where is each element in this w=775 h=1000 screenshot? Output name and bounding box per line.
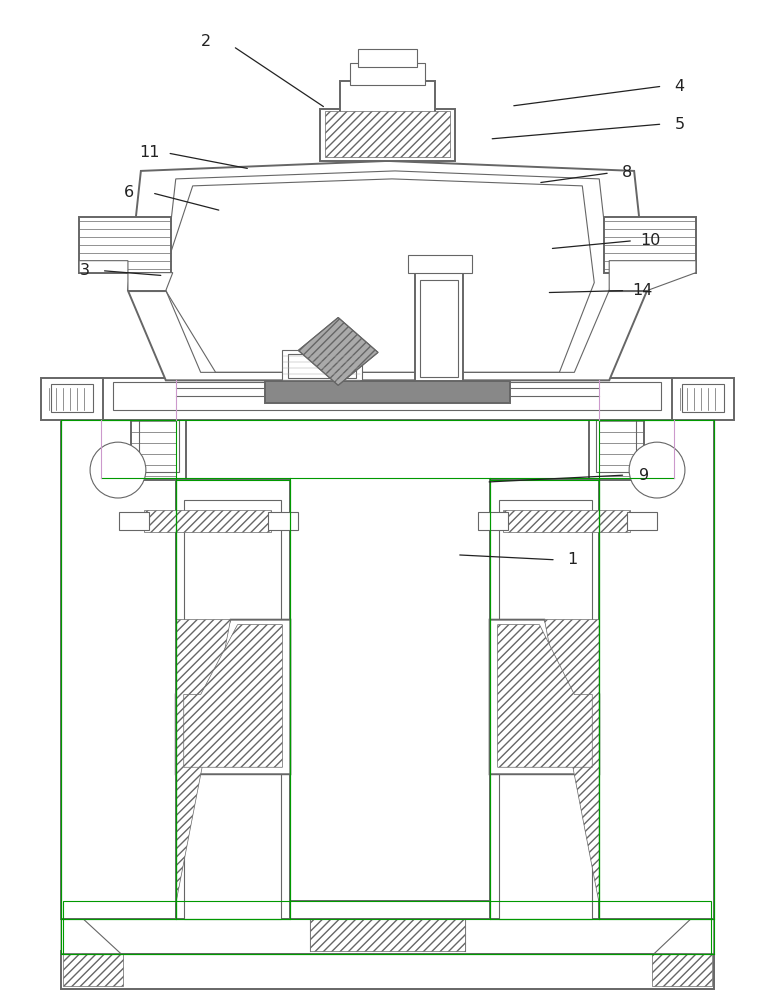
Polygon shape bbox=[609, 261, 696, 291]
Bar bbox=[184, 500, 281, 919]
Bar bbox=[119, 512, 149, 530]
Polygon shape bbox=[61, 919, 121, 954]
Polygon shape bbox=[498, 625, 592, 767]
Text: 3: 3 bbox=[80, 263, 90, 278]
Bar bbox=[408, 255, 472, 273]
Bar bbox=[358, 49, 417, 67]
Bar bbox=[490, 480, 599, 919]
Bar bbox=[320, 109, 455, 161]
Bar bbox=[176, 480, 291, 919]
Text: 8: 8 bbox=[622, 165, 632, 180]
Polygon shape bbox=[128, 161, 647, 380]
Bar bbox=[61, 420, 176, 919]
Text: 1: 1 bbox=[568, 552, 578, 567]
Bar bbox=[131, 400, 186, 480]
Polygon shape bbox=[176, 620, 291, 774]
Bar bbox=[652, 954, 711, 986]
Bar bbox=[415, 271, 463, 382]
Bar bbox=[596, 408, 636, 472]
Circle shape bbox=[629, 442, 685, 498]
Bar bbox=[589, 400, 644, 480]
Bar bbox=[266, 381, 509, 403]
Bar bbox=[51, 384, 93, 412]
Bar bbox=[326, 111, 450, 157]
Bar bbox=[41, 378, 103, 420]
Polygon shape bbox=[490, 620, 599, 774]
Bar bbox=[79, 217, 170, 273]
Text: 10: 10 bbox=[640, 233, 660, 248]
Bar bbox=[340, 81, 435, 113]
Bar bbox=[113, 382, 661, 410]
Bar bbox=[490, 480, 599, 919]
Bar bbox=[111, 901, 664, 919]
Bar bbox=[599, 420, 714, 919]
Text: 4: 4 bbox=[674, 79, 684, 94]
Text: 11: 11 bbox=[140, 145, 160, 160]
Circle shape bbox=[90, 442, 146, 498]
Polygon shape bbox=[184, 625, 282, 767]
Bar bbox=[310, 919, 465, 951]
Bar bbox=[599, 420, 714, 919]
Bar bbox=[83, 919, 691, 954]
Bar bbox=[477, 512, 508, 530]
Polygon shape bbox=[544, 620, 599, 904]
Polygon shape bbox=[298, 318, 378, 385]
Bar bbox=[350, 63, 425, 85]
Bar bbox=[176, 480, 291, 919]
Bar bbox=[144, 510, 271, 532]
Bar bbox=[682, 384, 724, 412]
Text: 5: 5 bbox=[674, 117, 684, 132]
Bar bbox=[282, 350, 362, 382]
Bar bbox=[268, 512, 298, 530]
Bar bbox=[139, 408, 179, 472]
Text: 2: 2 bbox=[201, 34, 211, 49]
Polygon shape bbox=[176, 620, 231, 904]
Bar bbox=[498, 500, 592, 919]
Bar bbox=[101, 378, 674, 420]
Bar bbox=[61, 951, 714, 989]
Bar bbox=[604, 217, 696, 273]
Bar bbox=[672, 378, 734, 420]
Bar bbox=[627, 512, 657, 530]
Bar bbox=[61, 420, 176, 919]
Polygon shape bbox=[79, 261, 173, 291]
Text: 6: 6 bbox=[124, 185, 134, 200]
Bar bbox=[288, 354, 356, 378]
Polygon shape bbox=[654, 919, 714, 954]
Text: 9: 9 bbox=[639, 468, 649, 483]
Bar bbox=[64, 954, 123, 986]
Bar bbox=[64, 901, 711, 954]
Bar bbox=[420, 280, 458, 377]
Bar bbox=[502, 510, 630, 532]
Polygon shape bbox=[164, 171, 611, 372]
Text: 14: 14 bbox=[632, 283, 653, 298]
